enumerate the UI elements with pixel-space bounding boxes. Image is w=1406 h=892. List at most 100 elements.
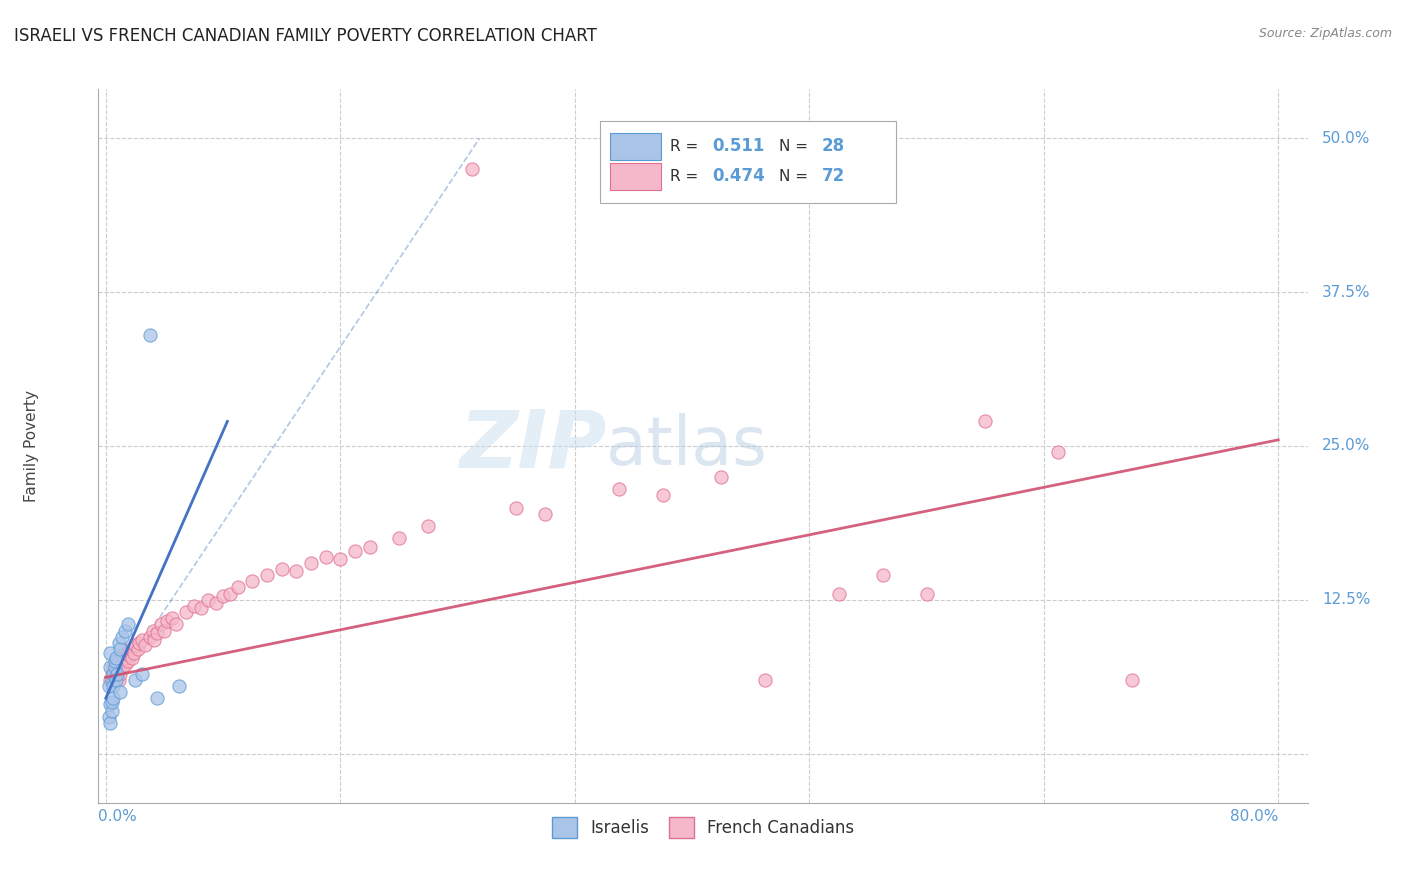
Point (176, 605, 198, 619)
Point (343, 543, 366, 558)
Point (107, 654, 129, 668)
Point (167, 679, 190, 693)
Point (101, 679, 124, 693)
Point (110, 666, 132, 681)
Point (112, 654, 135, 668)
Point (124, 638, 146, 652)
Point (117, 617, 139, 632)
FancyBboxPatch shape (610, 134, 661, 160)
Text: 25.0%: 25.0% (1322, 439, 1371, 453)
Point (117, 646, 139, 660)
Text: 0.511: 0.511 (713, 137, 765, 155)
Point (128, 636, 150, 650)
Point (651, 488, 673, 502)
Point (110, 685, 132, 699)
Point (153, 624, 176, 638)
Text: Family Poverty: Family Poverty (24, 390, 39, 502)
Point (607, 482, 630, 496)
Text: atlas: atlas (606, 413, 768, 479)
Point (131, 633, 153, 648)
Point (110, 642, 132, 657)
Point (118, 648, 141, 662)
Point (103, 670, 125, 684)
Point (315, 549, 337, 564)
Point (388, 531, 411, 545)
Point (872, 568, 894, 582)
Point (108, 663, 131, 677)
Text: ZIP: ZIP (458, 407, 606, 485)
Point (112, 648, 135, 662)
Point (1047, 445, 1070, 459)
Point (107, 663, 129, 677)
Point (108, 636, 131, 650)
Point (100, 673, 122, 687)
Point (226, 581, 249, 595)
Text: ISRAELI VS FRENCH CANADIAN FAMILY POVERTY CORRELATION CHART: ISRAELI VS FRENCH CANADIAN FAMILY POVERT… (14, 27, 598, 45)
Text: 0.0%: 0.0% (98, 809, 138, 824)
Point (143, 633, 166, 648)
Text: 0.474: 0.474 (713, 168, 765, 186)
Point (105, 666, 128, 681)
Point (240, 574, 263, 589)
Point (98, 698, 121, 712)
Point (114, 624, 136, 638)
Point (534, 507, 557, 521)
Point (107, 666, 129, 681)
Point (146, 691, 169, 706)
Point (256, 568, 278, 582)
Point (122, 646, 145, 660)
FancyBboxPatch shape (610, 163, 661, 190)
Point (418, 519, 440, 533)
Point (120, 642, 142, 657)
Legend: Israelis, French Canadians: Israelis, French Canadians (546, 811, 860, 845)
Point (212, 589, 235, 603)
Point (138, 328, 160, 343)
Point (150, 617, 173, 632)
Point (103, 660, 125, 674)
Text: 50.0%: 50.0% (1322, 131, 1371, 146)
Point (219, 587, 242, 601)
Point (142, 624, 165, 638)
Point (299, 556, 322, 570)
Text: R =: R = (671, 139, 703, 153)
Point (270, 562, 292, 576)
Point (461, 162, 484, 177)
Text: 72: 72 (821, 168, 845, 186)
Point (190, 601, 212, 615)
Point (1121, 673, 1143, 687)
Point (98, 715, 121, 730)
Point (100, 666, 122, 681)
Point (97, 679, 120, 693)
Point (156, 614, 179, 628)
Point (710, 469, 733, 483)
Point (131, 666, 153, 681)
Point (160, 611, 183, 625)
Point (103, 654, 125, 668)
FancyBboxPatch shape (600, 121, 897, 203)
Point (105, 673, 128, 687)
Point (827, 587, 849, 601)
Text: 12.5%: 12.5% (1322, 592, 1371, 607)
Point (974, 414, 997, 428)
Point (121, 650, 143, 665)
Point (204, 597, 226, 611)
Text: Source: ZipAtlas.com: Source: ZipAtlas.com (1258, 27, 1392, 40)
Point (111, 660, 134, 674)
Point (98, 673, 121, 687)
Point (98, 646, 121, 660)
Point (100, 695, 122, 709)
Point (110, 658, 132, 673)
Point (101, 660, 124, 674)
Point (111, 630, 134, 644)
Point (108, 673, 131, 687)
Point (359, 540, 381, 554)
Point (134, 638, 156, 652)
Point (117, 654, 139, 668)
Point (127, 642, 149, 657)
Point (754, 673, 776, 687)
Text: N =: N = (779, 169, 813, 184)
Point (505, 500, 527, 515)
Point (329, 552, 352, 566)
Point (100, 704, 122, 718)
Text: N =: N = (779, 139, 813, 153)
